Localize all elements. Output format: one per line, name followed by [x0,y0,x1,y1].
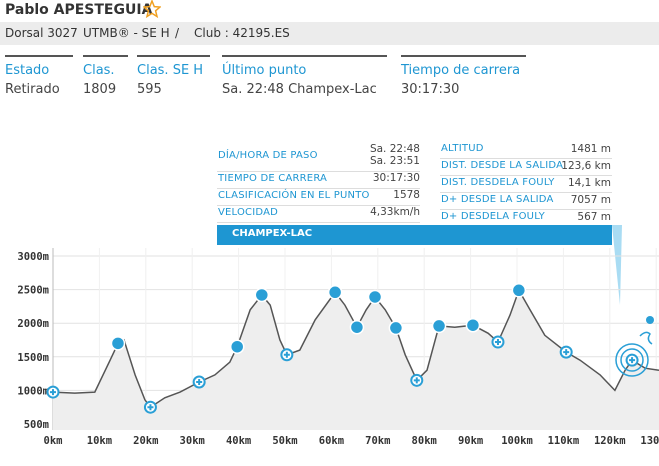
info-row [217,171,420,189]
separator: / [175,26,180,40]
aid-station-cross [196,379,203,385]
pointer [612,225,622,305]
info-row [217,188,420,206]
x-tick-label: 130km [640,435,659,447]
info-row [440,176,612,193]
stat-label: Tiempo de carrera [401,63,521,78]
dorsal: Dorsal 3027 [5,26,78,40]
info-value: 4,33km/h [370,206,420,218]
info-label: ALTITUD [441,143,484,154]
point-name: CHAMPEX-LAC [232,228,313,239]
info-value: 567 m [577,211,611,223]
stat-label: Último punto [222,63,307,78]
stat-rule [137,55,210,57]
info-label: CLASIFICACIÓN EN EL PUNTO [218,189,370,201]
aid-station-cross [563,349,570,356]
info-value: 1481 m [570,143,611,155]
x-tick-label: 40km [226,435,251,447]
aid-station-cross [494,339,501,346]
y-tick-label: 3000m [17,251,49,263]
stat-label: Estado [5,63,50,78]
point-bar [217,225,612,245]
x-tick-label: 20km [133,435,158,447]
x-tick-label: 60km [319,435,344,447]
stat-rule [83,55,128,57]
info-label: TIEMPO DE CARRERA [218,172,328,184]
aid-station-cross [50,389,56,396]
x-tick-label: 70km [365,435,390,447]
summit-marker [327,285,343,300]
info-row [440,193,612,210]
y-tick-label: 500m [24,419,49,431]
x-tick-label: 100km [501,435,533,447]
x-tick-label: 80km [412,435,437,447]
stat-rule [401,55,526,57]
summit-marker [388,320,404,336]
info-row [440,159,612,176]
y-tick-label: 1500m [17,352,49,364]
stat-value: Sa. 22:48 Champex-Lac [222,82,377,97]
stat-label: Clas. SE H [137,63,204,78]
stat-rule [222,55,387,57]
info-label: DÍA/HORA DE PASO [218,149,318,161]
meta-bar [0,22,659,45]
aid-station-cross [283,351,290,358]
runner-name: Pablo APESTEGUIA [5,2,153,18]
elevation-area [53,290,659,430]
summit-marker [229,339,245,354]
x-tick-label: 90km [458,435,483,447]
x-tick-label: 30km [180,435,205,447]
info-value: Sa. 23:51 [369,155,420,167]
stat-value: 1809 [83,82,117,97]
summit-marker [431,318,447,334]
x-tick-label: 120km [594,435,626,447]
info-label: D+ DESDELA FOULY [441,211,545,222]
summit-marker [110,336,126,351]
info-label: VELOCIDAD [218,206,279,218]
info-row [217,142,420,172]
stat-value: 595 [137,82,162,97]
info-value: 1578 [393,189,420,201]
stat-rule [5,55,73,57]
info-row [217,205,420,223]
info-value: Sa. 22:48 [369,143,420,155]
info-value: 30:17:30 [372,172,420,184]
club: Club : 42195.ES [194,26,290,40]
summit-marker [465,317,481,333]
summit-marker [511,283,527,298]
aid-station-cross [413,377,420,384]
info-label: D+ DESDE LA SALIDA [441,194,554,205]
aid-station-cross [147,404,154,411]
summit-marker [254,287,270,303]
summit-marker [367,289,383,305]
y-tick-label: 1000m [17,385,49,397]
current-position [615,316,654,377]
info-label: DIST. DESDELA FOULY [441,177,555,188]
stat-label: Clas. [83,63,115,78]
x-tick-label: 10km [87,435,112,447]
category: UTMB® - SE H [83,26,170,40]
y-tick-label: 2500m [17,285,49,297]
info-label: DIST. DESDE LA SALIDA [441,160,564,171]
info-value: 7057 m [570,194,611,206]
x-tick-label: 50km [272,435,297,447]
summit-marker [349,319,365,335]
stat-value: Retirado [5,82,60,97]
x-tick-label: 0km [44,435,63,447]
info-row [440,142,612,159]
favorite-star[interactable] [143,0,161,18]
info-value: 123,6 km [561,160,611,172]
aid-station-cross [629,357,636,364]
x-tick-label: 110km [548,435,580,447]
y-tick-label: 2000m [17,318,49,330]
info-value: 14,1 km [567,177,611,189]
stat-value: 30:17:30 [401,82,460,97]
